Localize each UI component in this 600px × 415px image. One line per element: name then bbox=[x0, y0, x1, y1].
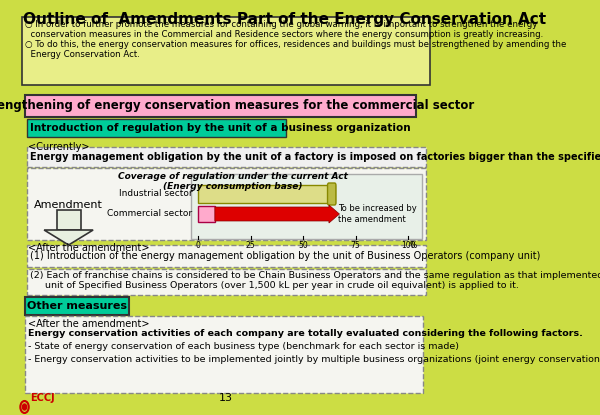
FancyBboxPatch shape bbox=[25, 95, 416, 117]
Text: %: % bbox=[410, 241, 417, 250]
FancyBboxPatch shape bbox=[26, 119, 286, 137]
FancyBboxPatch shape bbox=[191, 174, 422, 239]
Text: <After the amendment>: <After the amendment> bbox=[28, 243, 149, 253]
Text: <Currently>: <Currently> bbox=[28, 142, 89, 152]
FancyBboxPatch shape bbox=[57, 210, 81, 230]
Polygon shape bbox=[44, 230, 93, 245]
FancyBboxPatch shape bbox=[26, 147, 425, 167]
FancyBboxPatch shape bbox=[22, 17, 430, 85]
Text: - Energy conservation activities to be implemented jointly by multiple business : - Energy conservation activities to be i… bbox=[28, 355, 600, 364]
Text: Coverage of regulation under the current Act
(Energy consumption base): Coverage of regulation under the current… bbox=[118, 172, 348, 191]
FancyBboxPatch shape bbox=[25, 297, 130, 315]
Text: Energy conservation activities of each company are totally evaluated considering: Energy conservation activities of each c… bbox=[28, 329, 583, 338]
FancyBboxPatch shape bbox=[26, 269, 425, 295]
Text: Commercial sector: Commercial sector bbox=[107, 210, 193, 219]
Text: 50: 50 bbox=[298, 241, 308, 250]
Text: Energy management obligation by the unit of a factory is imposed on factories bi: Energy management obligation by the unit… bbox=[30, 152, 600, 162]
Text: <After the amendment>: <After the amendment> bbox=[28, 319, 149, 329]
Text: Amendment: Amendment bbox=[34, 200, 103, 210]
FancyBboxPatch shape bbox=[328, 183, 336, 205]
Text: (1) Introduction of the energy management obligation by the unit of Business Ope: (1) Introduction of the energy managemen… bbox=[30, 251, 541, 261]
Text: To be increased by
the amendment: To be increased by the amendment bbox=[338, 204, 417, 224]
FancyBboxPatch shape bbox=[198, 206, 215, 222]
Text: ○ In order to further promote the measures for containing the global warning, it: ○ In order to further promote the measur… bbox=[25, 20, 544, 39]
Text: Introduction of regulation by the unit of a business organization: Introduction of regulation by the unit o… bbox=[30, 123, 411, 133]
Text: (2) Each of franchise chains is considered to be Chain Business Operators and th: (2) Each of franchise chains is consider… bbox=[30, 271, 600, 290]
FancyBboxPatch shape bbox=[26, 168, 425, 240]
Circle shape bbox=[22, 404, 26, 410]
FancyBboxPatch shape bbox=[25, 316, 424, 393]
Text: 25: 25 bbox=[246, 241, 256, 250]
Text: 75: 75 bbox=[350, 241, 361, 250]
Text: ECCJ: ECCJ bbox=[30, 393, 55, 403]
Text: Other measures: Other measures bbox=[27, 301, 127, 311]
Text: 0: 0 bbox=[196, 241, 200, 250]
Text: 100: 100 bbox=[401, 241, 415, 250]
Text: 13: 13 bbox=[219, 393, 233, 403]
Text: Industrial sector: Industrial sector bbox=[119, 190, 193, 198]
Text: Outline of  Amendments Part of the Energy Conservation Act: Outline of Amendments Part of the Energy… bbox=[23, 12, 546, 27]
FancyBboxPatch shape bbox=[26, 245, 425, 267]
Text: Strengthening of energy conservation measures for the commercial sector: Strengthening of energy conservation mea… bbox=[0, 100, 475, 112]
FancyArrow shape bbox=[215, 205, 340, 223]
FancyBboxPatch shape bbox=[198, 185, 335, 203]
Text: ○ To do this, the energy conservation measures for offices, residences and build: ○ To do this, the energy conservation me… bbox=[25, 40, 566, 59]
Text: - State of energy conservation of each business type (benchmark for each sector : - State of energy conservation of each b… bbox=[28, 342, 459, 351]
